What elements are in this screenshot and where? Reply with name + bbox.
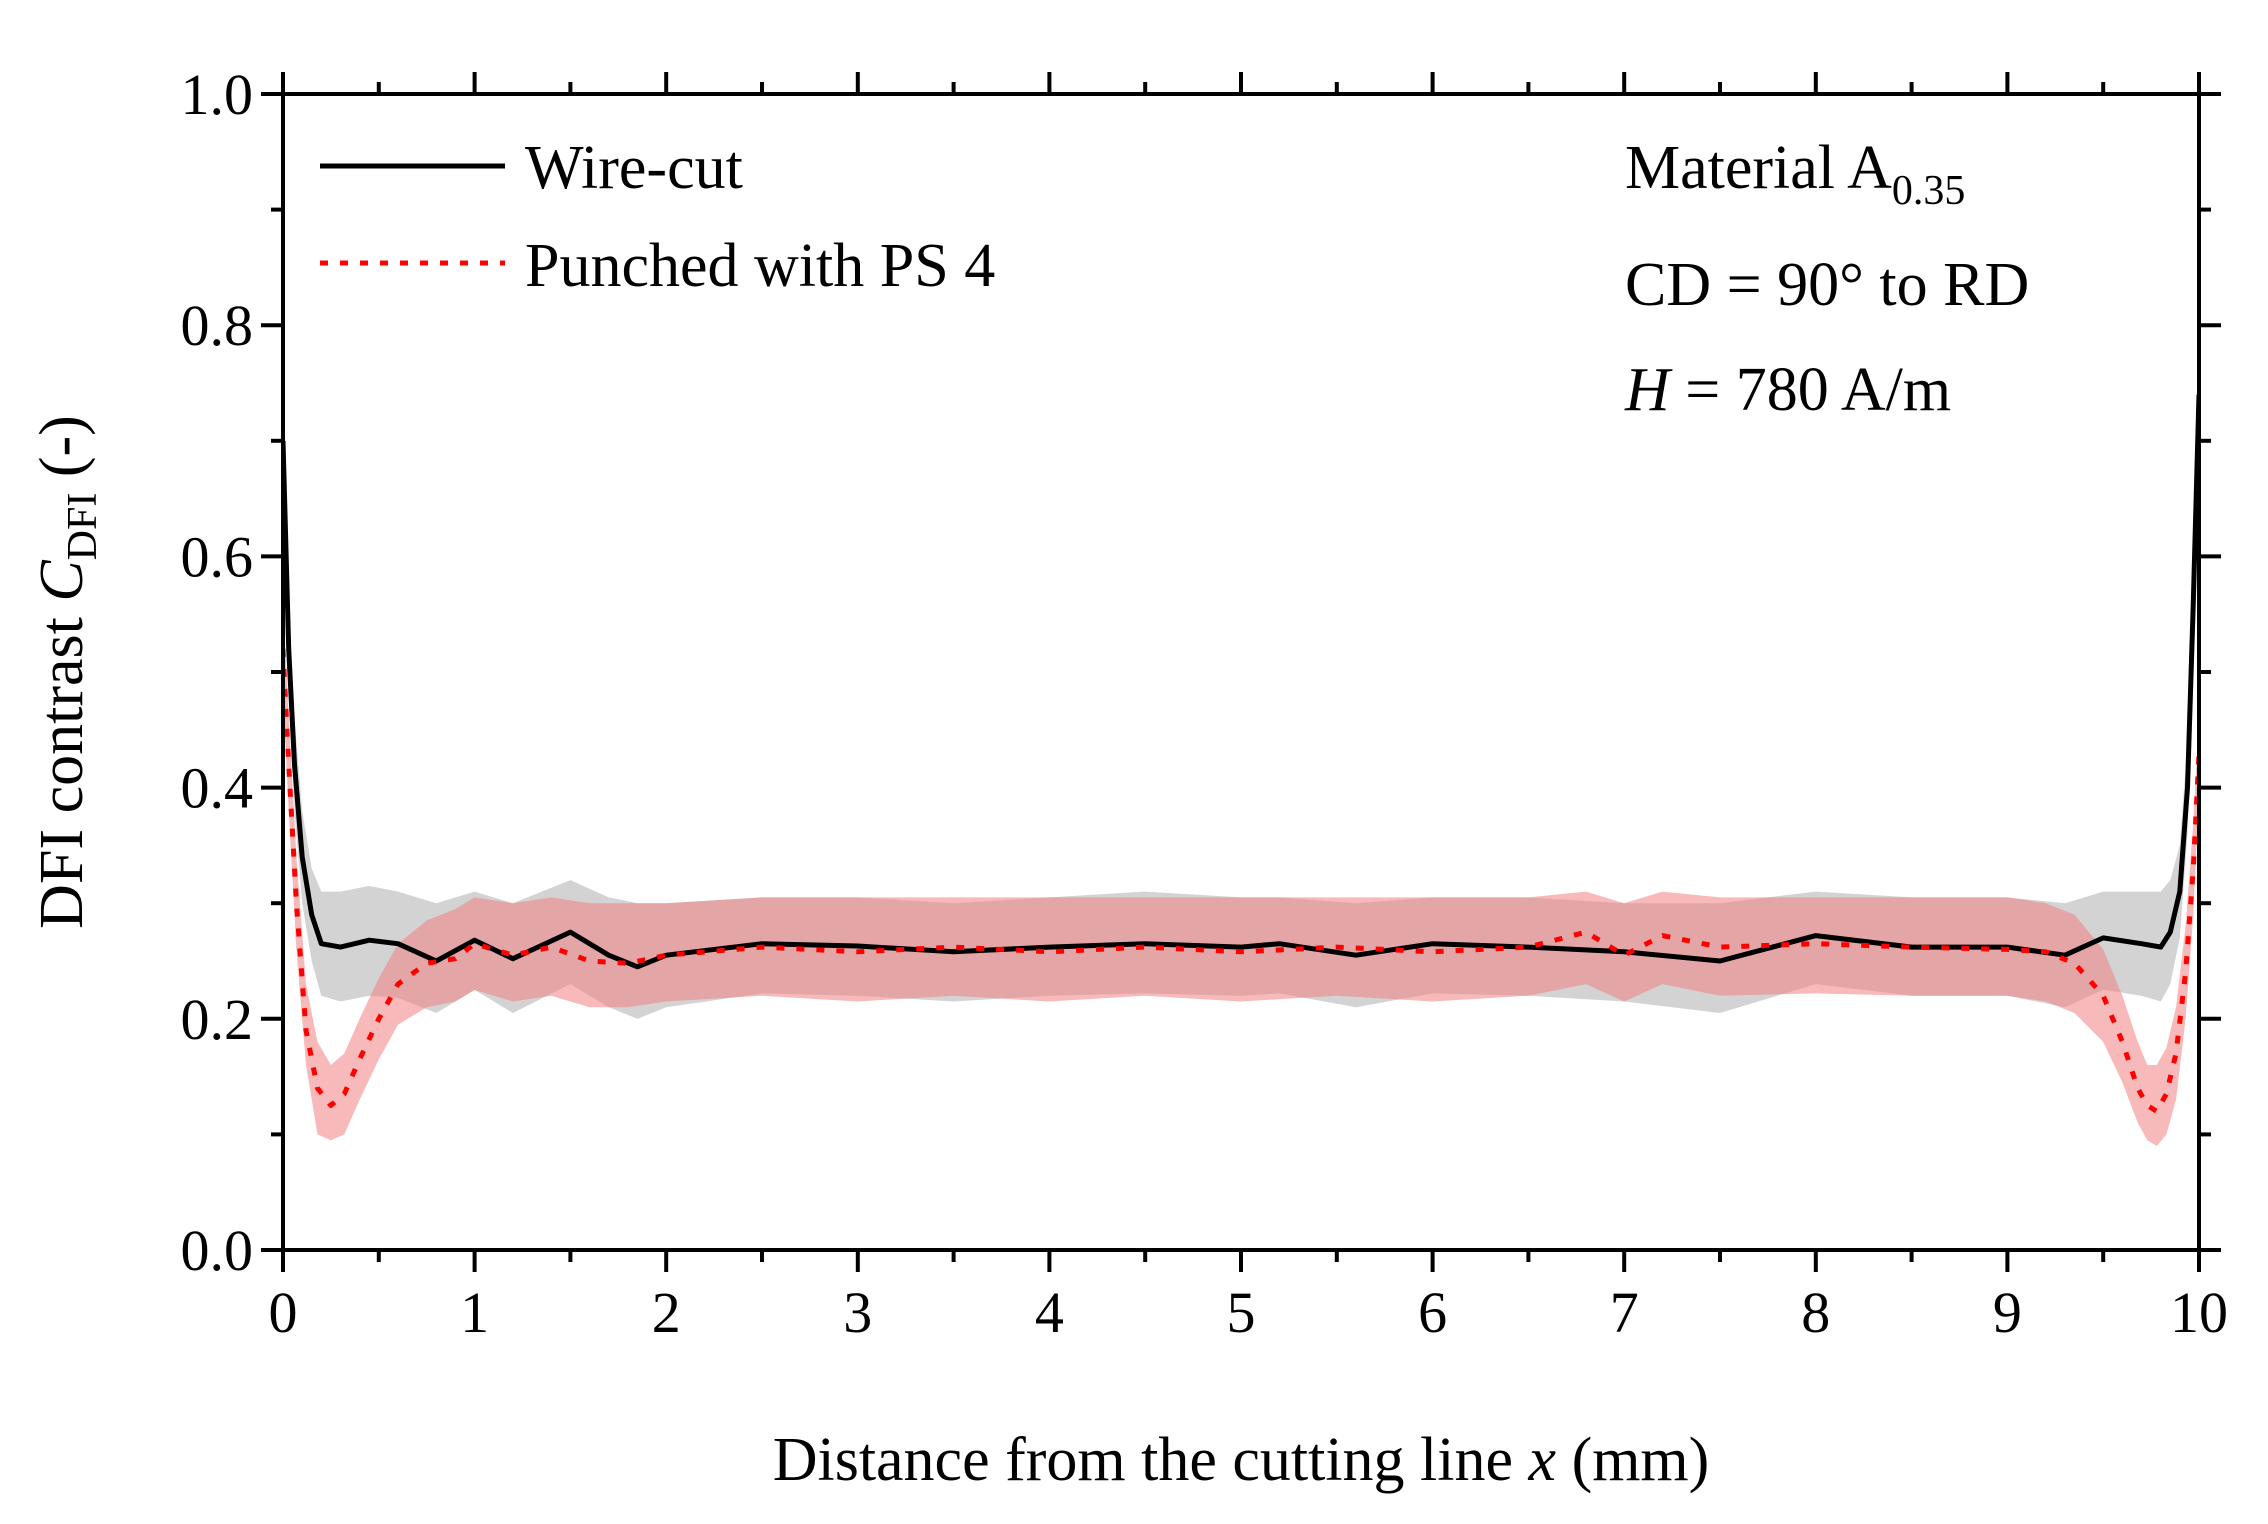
y-tick-label: 0.4 [181, 756, 254, 821]
x-tick-label: 0 [269, 1280, 298, 1345]
x-axis-title-var: x [1528, 1426, 1557, 1494]
y-axis-title-main: DFI contrast [28, 602, 96, 929]
x-tick-label: 3 [843, 1280, 872, 1345]
legend-label-wire-cut: Wire-cut [525, 134, 743, 202]
x-axis-title: Distance from the cutting line x (mm) [773, 1426, 1710, 1494]
y-tick-label: 1.0 [181, 62, 254, 127]
x-axis-title-main: Distance from the cutting line [773, 1426, 1529, 1494]
x-tick-label: 1 [460, 1280, 489, 1345]
annotation-block: Material A0.35 CD = 90° to RD H = 780 A/… [1624, 134, 2029, 424]
annotation-field-var: H [1624, 356, 1673, 424]
y-tick-label: 0.0 [181, 1218, 254, 1283]
y-axis-title-var: C [28, 560, 96, 602]
annotation-material-prefix: Material A [1625, 134, 1892, 202]
band-punched [283, 602, 2199, 1146]
y-axis-title-sub: DFI [60, 493, 106, 561]
annotation-field: H = 780 A/m [1624, 356, 1951, 424]
x-axis-title-unit: (mm) [1556, 1426, 1709, 1494]
x-tick-label: 9 [1993, 1280, 2022, 1345]
axis-ticks [261, 72, 2221, 1272]
annotation-material: Material A0.35 [1625, 134, 1965, 214]
x-tick-label: 7 [1610, 1280, 1639, 1345]
y-axis-title: DFI contrast CDFI (-) [28, 415, 106, 929]
y-tick-label: 0.8 [181, 293, 254, 358]
x-tick-label: 2 [652, 1280, 681, 1345]
annotation-field-rest: = 780 A/m [1670, 356, 1951, 424]
y-tick-labels: 0.0 0.2 0.4 0.6 0.8 1.0 [181, 62, 254, 1283]
y-axis-title-unit: (-) [28, 415, 96, 492]
line-wire-cut [283, 394, 2199, 970]
legend: Wire-cut Punched with PS 4 [320, 134, 995, 300]
x-tick-labels: 0 1 2 3 4 5 6 7 8 9 10 [269, 1280, 2229, 1345]
x-tick-label: 8 [1801, 1280, 1830, 1345]
annotation-cd: CD = 90° to RD [1625, 251, 2029, 319]
line-punched [283, 648, 2199, 1114]
y-tick-label: 0.2 [181, 987, 254, 1052]
x-tick-label: 10 [2170, 1280, 2228, 1345]
x-tick-label: 4 [1035, 1280, 1064, 1345]
y-tick-label: 0.6 [181, 524, 254, 589]
legend-label-punched: Punched with PS 4 [525, 232, 995, 300]
x-tick-label: 6 [1418, 1280, 1447, 1345]
annotation-material-sub: 0.35 [1892, 168, 1966, 214]
x-tick-label: 5 [1227, 1280, 1256, 1345]
series-lines [283, 394, 2199, 1114]
confidence-bands [283, 371, 2199, 1146]
